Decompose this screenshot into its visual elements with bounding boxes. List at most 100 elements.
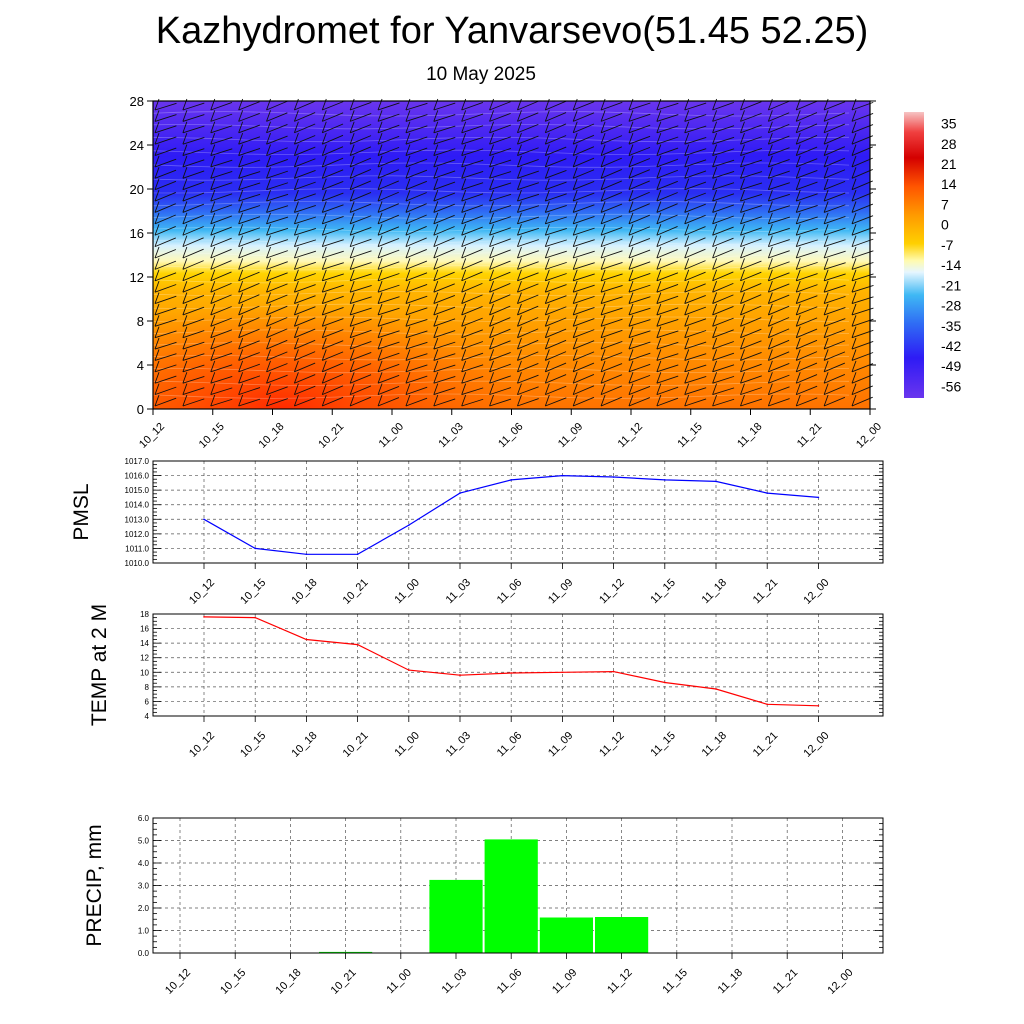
wind-barb: [796, 295, 818, 304]
wind-barb-flag: [433, 269, 439, 281]
wind-barb-flag: [489, 235, 494, 247]
wind-barb-flag: [405, 133, 411, 145]
wind-barb: [823, 262, 846, 270]
wind-barb-flag: [210, 121, 216, 133]
wind-barb: [656, 295, 679, 304]
wind-barb: [489, 317, 511, 327]
wind-barb-flag: [238, 235, 244, 247]
wind-barb: [433, 353, 456, 361]
wind-barb: [545, 193, 567, 202]
wind-barb: [628, 113, 651, 122]
x-tick-label: 11_15: [648, 577, 678, 607]
wind-barb-flag: [433, 167, 439, 179]
wind-barb-flag: [572, 167, 578, 179]
wind-barb: [266, 305, 288, 316]
wind-barb-flag: [795, 133, 801, 145]
wind-barb-flag: [740, 258, 745, 270]
wind-barb-flag: [377, 224, 383, 236]
wind-barb-flag: [377, 178, 383, 190]
y-tick-label: 24: [130, 138, 144, 153]
wind-barb: [294, 216, 316, 225]
wind-barb: [740, 147, 763, 156]
wind-barb: [377, 135, 400, 145]
wind-barb-flag: [851, 258, 857, 270]
wind-barb: [238, 398, 261, 407]
wind-barb: [377, 214, 400, 225]
wind-barb-flag: [656, 133, 662, 145]
wind-barb: [433, 318, 456, 327]
contour-line: [152, 201, 850, 207]
wind-barb-flag: [795, 235, 801, 247]
y-tick-label: 1011.0: [125, 544, 149, 553]
wind-barb-flag: [461, 201, 467, 213]
wind-barb: [545, 100, 567, 111]
wind-barb: [489, 352, 511, 361]
wind-barb-flag: [712, 212, 718, 224]
wind-barb-flag: [210, 281, 216, 293]
wind-barb-flag: [182, 394, 188, 407]
wind-barb: [154, 226, 176, 236]
wind-barb: [768, 328, 790, 339]
wind-barb-flag: [656, 303, 662, 316]
wind-barb-flag: [349, 281, 355, 293]
wind-barb-flag: [489, 394, 494, 407]
wind-barb: [712, 364, 735, 373]
wind-barb-flag: [238, 326, 244, 338]
wind-barb: [796, 193, 818, 202]
wind-barb: [628, 180, 650, 191]
wind-barb-flag: [795, 110, 801, 122]
wind-barb-flag: [154, 144, 160, 156]
wind-barb-flag: [767, 394, 773, 407]
wind-barb-flag: [767, 212, 773, 224]
wind-barb-flag: [684, 189, 690, 202]
wind-barb-flag: [656, 246, 662, 259]
wind-barb: [350, 307, 372, 316]
wind-barb-flag: [823, 326, 829, 338]
wind-barb: [294, 374, 316, 384]
wind-barb: [517, 135, 539, 145]
wind-barb: [768, 351, 790, 361]
wind-barb-flag: [712, 224, 718, 236]
wind-barb-flag: [823, 292, 829, 304]
wind-barb: [712, 271, 734, 282]
wind-barb-flag: [851, 144, 857, 156]
wind-barb: [266, 205, 289, 213]
wind-barb: [573, 273, 595, 282]
wind-barb-flag: [266, 315, 271, 327]
wind-barb-flag: [433, 178, 439, 190]
wind-barb: [823, 216, 846, 225]
wind-barb-flag: [293, 303, 299, 316]
wind-barb: [461, 113, 484, 122]
wind-barb-flag: [572, 121, 578, 133]
wind-barb: [545, 339, 567, 350]
data-point: [254, 616, 256, 619]
wind-barb-flag: [544, 155, 550, 168]
wind-barb: [573, 250, 595, 259]
wind-barb-flag: [600, 315, 606, 327]
data-point: [459, 674, 461, 676]
x-tick-label: 10_12: [187, 730, 217, 760]
wind-barb: [238, 171, 261, 179]
wind-barb-flag: [851, 201, 857, 213]
wind-barb-flag: [628, 235, 634, 247]
wind-barb: [294, 295, 316, 304]
wind-barb: [210, 260, 232, 270]
wind-barb: [294, 306, 316, 316]
wind-barb: [517, 328, 539, 339]
wind-barb-flag: [321, 189, 327, 202]
wind-barb-flag: [433, 337, 439, 350]
wind-barb: [461, 248, 483, 259]
wind-barb: [405, 295, 428, 304]
wind-barb: [238, 282, 260, 293]
wind-barb-flag: [684, 167, 690, 179]
wind-barb: [545, 169, 567, 179]
wind-barb-flag: [795, 155, 801, 168]
wind-barb: [210, 398, 233, 407]
wind-barb: [489, 159, 512, 168]
wind-barb: [600, 385, 623, 396]
wind-barb-flag: [405, 326, 411, 338]
wind-barb: [545, 239, 567, 248]
wind-barb-flag: [544, 337, 550, 350]
wind-barb: [573, 318, 595, 327]
wind-barb: [628, 363, 651, 373]
